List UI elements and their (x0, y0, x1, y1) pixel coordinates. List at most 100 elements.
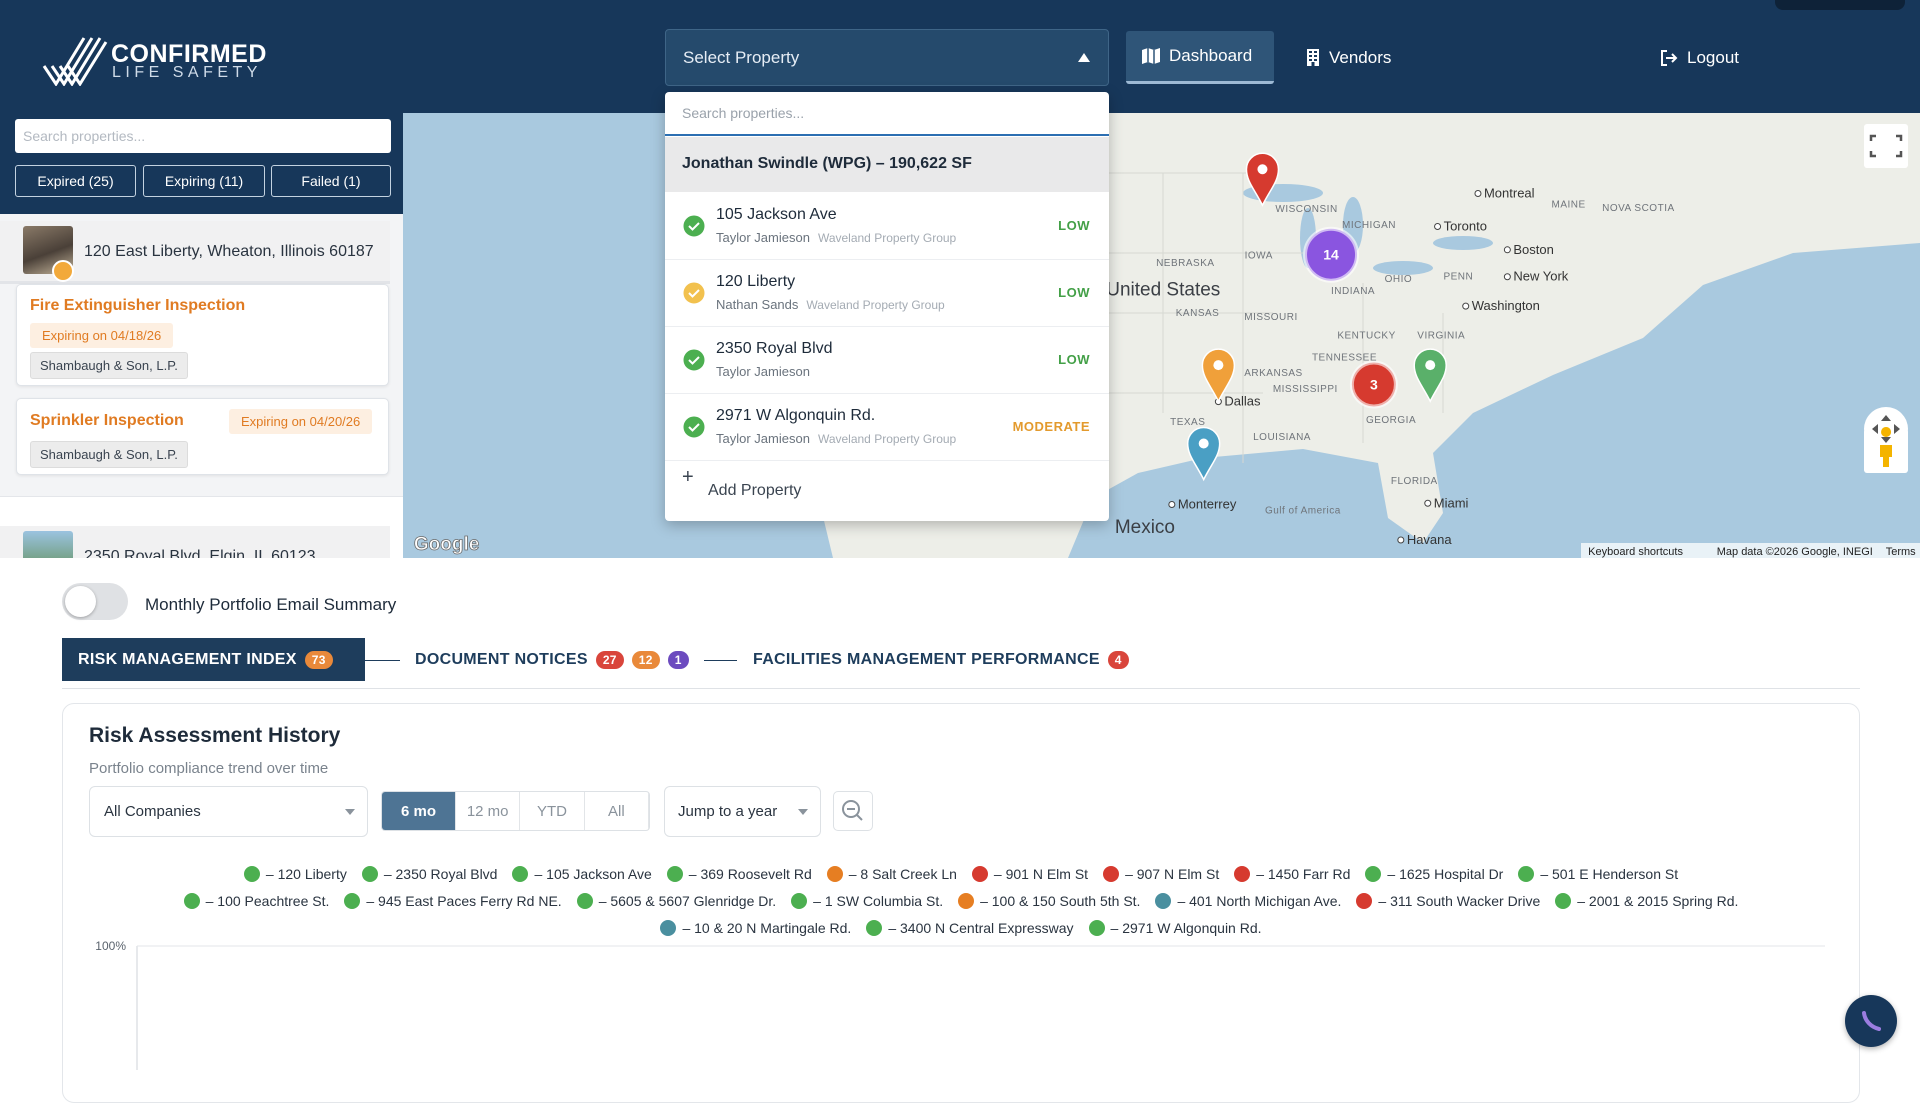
map-cluster[interactable] (1303, 226, 1360, 283)
item-name: 105 Jackson Ave (716, 206, 837, 223)
property-row[interactable]: 120 East Liberty, Wheaton, Illinois 6018… (0, 221, 390, 284)
legend-label: – 907 N Elm St (1125, 865, 1220, 882)
map-attribution[interactable]: Keyboard shortcuts (1588, 546, 1683, 558)
legend-label: – 100 Peachtree St. (205, 892, 330, 909)
dropdown-item[interactable]: 120 Liberty Nathan Sands Waveland Property… (665, 259, 1109, 327)
plus-icon: + (682, 466, 694, 488)
tab-badge: 12 (631, 650, 660, 669)
dropdown-item[interactable]: 105 Jackson Ave Taylor Jamieson Waveland P… (665, 192, 1109, 260)
map-label: ARKANSAS (1244, 368, 1302, 379)
city-label: Toronto (1444, 219, 1487, 234)
select-text: Jump to a year (678, 803, 778, 820)
legend-item[interactable]: – 100 Peachtree St. (183, 891, 330, 910)
map-pin[interactable] (1201, 348, 1236, 403)
inspection-card[interactable]: Sprinkler Inspection Expiring on 04/20/2… (16, 398, 389, 475)
map-label: WISCONSIN (1275, 204, 1337, 215)
legend-item[interactable]: – 3400 N Central Expressway (866, 918, 1074, 937)
legend-item[interactable]: – 945 East Paces Ferry Rd NE. (344, 891, 562, 910)
property-list: 120 East Liberty, Wheaton, Illinois 6018… (0, 214, 403, 558)
legend-label: – 2971 W Algonquin Rd. (1110, 919, 1262, 936)
property-row[interactable]: 2350 Royal Blvd, Elgin, IL 60123 (0, 526, 390, 558)
legend-item[interactable]: – 901 N Elm St (971, 864, 1089, 883)
range-button[interactable]: 12 mo (456, 792, 521, 830)
legend-item[interactable]: – 5605 & 5607 Glenridge Dr. (576, 891, 776, 910)
legend-swatch (576, 892, 593, 909)
pan-icon (1872, 415, 1900, 443)
pegman-icon (1880, 427, 1892, 467)
map-cluster[interactable] (1349, 360, 1398, 409)
map-attribution[interactable]: Terms (1886, 546, 1916, 558)
legend-label: – 311 South Wacker Drive (1378, 892, 1541, 909)
email-toggle[interactable] (62, 583, 128, 620)
legend-label: – 401 North Michigan Ave. (1177, 892, 1342, 909)
map-label: NEBRASKA (1156, 258, 1214, 269)
nav-dashboard[interactable]: Dashboard (1126, 31, 1274, 84)
tab[interactable]: FACILITIES MANAGEMENT PERFORMANCE 4 (753, 638, 1129, 681)
legend-item[interactable]: – 2971 W Algonquin Rd. (1088, 918, 1262, 937)
legend-item[interactable]: – 1 SW Columbia St. (791, 891, 943, 910)
legend-label: – 901 N Elm St (993, 865, 1089, 882)
city-dot (1503, 246, 1511, 254)
legend-item[interactable]: – 8 Salt Creek Ln (826, 864, 957, 883)
fullscreen-icon (1869, 134, 1903, 158)
map[interactable]: United States Mexico NEBRASKA KANSAS IOWA MIS… (403, 113, 1920, 558)
range-button[interactable]: All (585, 792, 649, 830)
chat-button[interactable] (1845, 995, 1897, 1047)
filter-button[interactable]: Failed (1) (271, 165, 391, 197)
legend-item[interactable]: – 2350 Royal Blvd (361, 864, 497, 883)
legend-swatch (1155, 892, 1172, 909)
status-check (688, 356, 700, 365)
company-select[interactable]: All Companies (89, 786, 368, 837)
map-pin[interactable] (1186, 426, 1221, 482)
legend-item[interactable]: – 907 N Elm St (1103, 864, 1219, 883)
zoom-button[interactable] (833, 791, 873, 831)
legend-item[interactable]: – 369 Roosevelt Rd (666, 864, 812, 883)
logo-mark (42, 37, 108, 86)
nav-label: Logout (1687, 47, 1739, 67)
legend-swatch (1088, 919, 1105, 936)
tab[interactable]: DOCUMENT NOTICES 27 12 1 (415, 638, 689, 681)
map-attribution[interactable]: Map data ©2026 Google, INEGI (1717, 546, 1873, 558)
property-select[interactable]: Select Property (665, 29, 1109, 86)
legend-item[interactable]: – 105 Jackson Ave (512, 864, 652, 883)
legend-swatch (512, 865, 529, 882)
map-control[interactable] (1864, 124, 1908, 168)
range-button[interactable]: YTD (520, 792, 585, 830)
tab-connector (365, 660, 400, 661)
logout-button[interactable]: Logout (1660, 31, 1739, 84)
legend-item[interactable]: – 2001 & 2015 Spring Rd. (1555, 891, 1738, 910)
dropdown-search[interactable]: Search properties... (665, 92, 1109, 136)
range-button[interactable]: 6 mo (382, 792, 456, 830)
contact-name: Taylor Jamieson (716, 364, 810, 379)
city-label: Miami (1434, 495, 1469, 510)
sidebar-search[interactable]: Search properties... (15, 119, 391, 153)
legend-item[interactable]: – 311 South Wacker Drive (1356, 891, 1540, 910)
chat-icon (1862, 1011, 1881, 1031)
status-circle (682, 281, 706, 305)
dropdown-item[interactable]: 2971 W Algonquin Rd. Taylor Jamieson Wavel… (665, 393, 1109, 461)
toggle-label: Monthly Portfolio Email Summary (145, 595, 397, 614)
legend-item[interactable]: – 501 E Henderson St (1518, 864, 1678, 883)
legend-item[interactable]: – 401 North Michigan Ave. (1155, 891, 1341, 910)
jump-select[interactable]: Jump to a year (664, 786, 821, 837)
legend-item[interactable]: – 1450 Farr Rd (1234, 864, 1350, 883)
city-label: Washington (1472, 298, 1540, 313)
map-pin[interactable] (1413, 348, 1447, 403)
legend-item[interactable]: – 10 & 20 N Martingale Rd. (660, 918, 851, 937)
nav-vendors[interactable]: Vendors (1306, 31, 1391, 84)
inspection-card[interactable]: Fire Extinguisher Inspection Expiring on… (16, 284, 389, 386)
legend-item[interactable]: – 120 Liberty (243, 864, 347, 883)
tab[interactable]: RISK MANAGEMENT INDEX 73 (62, 638, 365, 681)
add-property[interactable]: Add Property (708, 482, 802, 499)
legend-swatch (1234, 865, 1251, 882)
filter-button[interactable]: Expiring (11) (143, 165, 265, 197)
city-dot (1434, 223, 1442, 231)
city-dot (1503, 273, 1511, 281)
company-name: Waveland Property Group (817, 432, 957, 446)
dropdown-item[interactable]: 2350 Royal Blvd Taylor Jamieson LOW (665, 326, 1109, 394)
legend-label: – 100 & 150 South 5th St. (980, 892, 1141, 909)
legend-item[interactable]: – 1625 Hospital Dr (1365, 864, 1503, 883)
map-pin[interactable] (1245, 152, 1280, 207)
legend-item[interactable]: – 100 & 150 South 5th St. (958, 891, 1140, 910)
filter-button[interactable]: Expired (25) (15, 165, 136, 197)
